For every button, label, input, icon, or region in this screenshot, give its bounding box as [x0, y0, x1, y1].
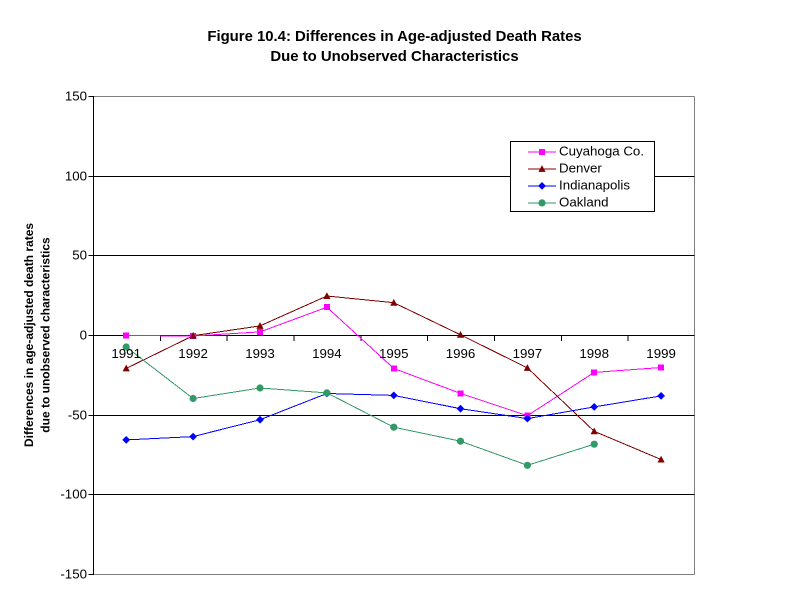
svg-text:100: 100 [65, 169, 87, 184]
svg-text:1997: 1997 [513, 346, 543, 361]
svg-text:50: 50 [72, 248, 87, 263]
svg-text:1995: 1995 [379, 346, 409, 361]
svg-text:-50: -50 [68, 408, 87, 423]
svg-text:Indianapolis: Indianapolis [559, 177, 630, 192]
svg-text:1999: 1999 [646, 346, 676, 361]
svg-text:1991: 1991 [111, 346, 141, 361]
svg-text:Due to Unobserved Characterist: Due to Unobserved Characteristics [270, 49, 518, 65]
svg-text:1994: 1994 [312, 346, 342, 361]
svg-text:1998: 1998 [579, 346, 609, 361]
svg-text:-150: -150 [60, 567, 87, 582]
svg-text:1992: 1992 [178, 346, 208, 361]
svg-text:1996: 1996 [446, 346, 476, 361]
svg-text:due to unobserved characterist: due to unobserved characteristics [39, 237, 53, 433]
svg-text:Cuyahoga Co.: Cuyahoga Co. [559, 143, 644, 158]
svg-text:Differences in age-adjusted de: Differences in age-adjusted death rates [22, 223, 36, 447]
svg-text:0: 0 [80, 328, 87, 343]
svg-text:1993: 1993 [245, 346, 275, 361]
svg-text:150: 150 [65, 89, 87, 104]
svg-text:Figure 10.4: Differences in Ag: Figure 10.4: Differences in Age-adjusted… [207, 29, 581, 45]
svg-text:Denver: Denver [559, 160, 602, 175]
svg-text:-100: -100 [60, 487, 87, 502]
svg-text:Oakland: Oakland [559, 194, 609, 209]
